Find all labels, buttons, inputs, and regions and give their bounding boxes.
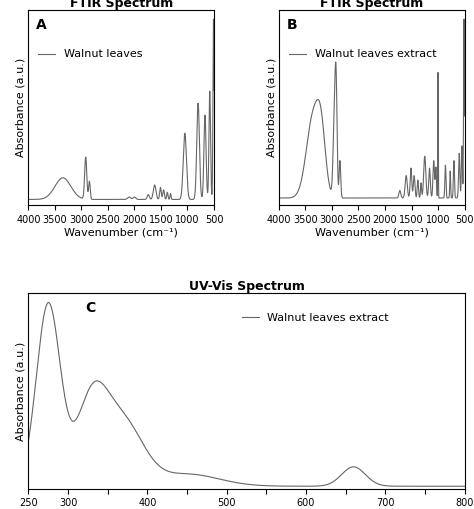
Legend: Walnut leaves extract: Walnut leaves extract	[237, 308, 393, 328]
Legend: Walnut leaves extract: Walnut leaves extract	[284, 45, 440, 64]
Y-axis label: Absorbance (a.u.): Absorbance (a.u.)	[266, 58, 276, 157]
Title: FTIR Spectrum: FTIR Spectrum	[70, 0, 173, 10]
Title: FTIR Spectrum: FTIR Spectrum	[320, 0, 423, 10]
Y-axis label: Absorbance (a.u.): Absorbance (a.u.)	[16, 342, 26, 441]
Text: A: A	[36, 18, 46, 32]
X-axis label: Wavenumber (cm⁻¹): Wavenumber (cm⁻¹)	[315, 228, 428, 238]
Text: C: C	[85, 301, 95, 315]
Title: UV-Vis Spectrum: UV-Vis Spectrum	[189, 280, 304, 293]
Y-axis label: Absorbance (a.u.): Absorbance (a.u.)	[16, 58, 26, 157]
Text: B: B	[286, 18, 297, 32]
X-axis label: Wavenumber (cm⁻¹): Wavenumber (cm⁻¹)	[64, 228, 178, 238]
Legend: Walnut leaves: Walnut leaves	[34, 45, 147, 64]
